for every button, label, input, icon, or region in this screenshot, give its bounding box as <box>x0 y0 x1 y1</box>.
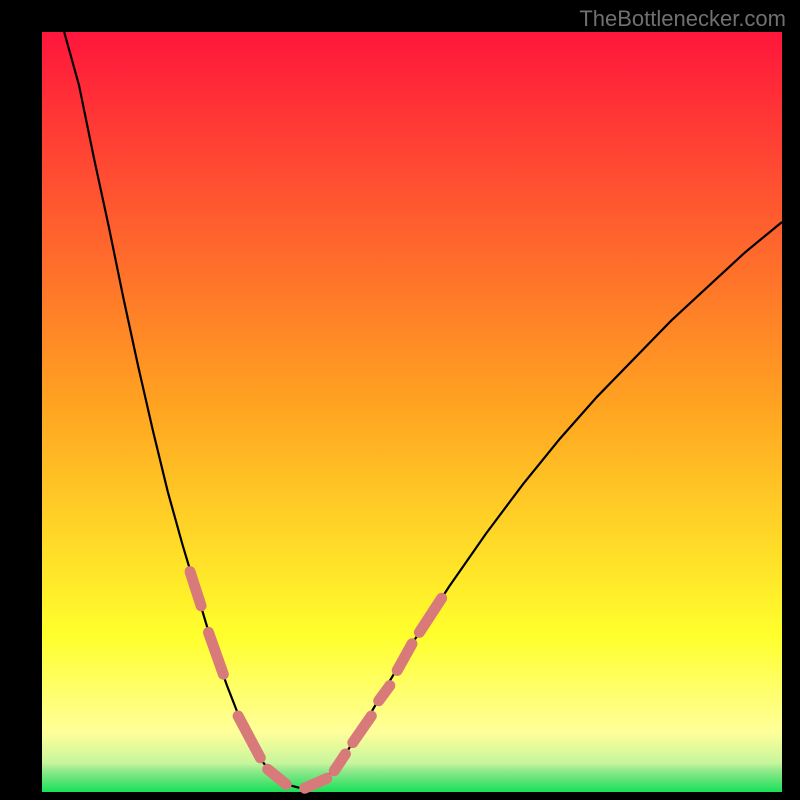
highlight-segment <box>379 686 390 701</box>
highlight-segment <box>419 598 441 632</box>
highlight-segment <box>305 778 327 788</box>
bottleneck-curve <box>64 32 782 788</box>
chart-svg <box>0 0 800 800</box>
highlight-segment <box>190 572 201 606</box>
highlight-segment <box>334 754 345 771</box>
highlight-segment <box>353 716 372 743</box>
highlighted-segments <box>190 572 442 789</box>
highlight-segment <box>238 716 260 758</box>
highlight-segment <box>397 644 412 671</box>
watermark-text: TheBottlenecker.com <box>579 6 786 32</box>
highlight-segment <box>268 769 287 784</box>
highlight-segment <box>209 632 224 674</box>
